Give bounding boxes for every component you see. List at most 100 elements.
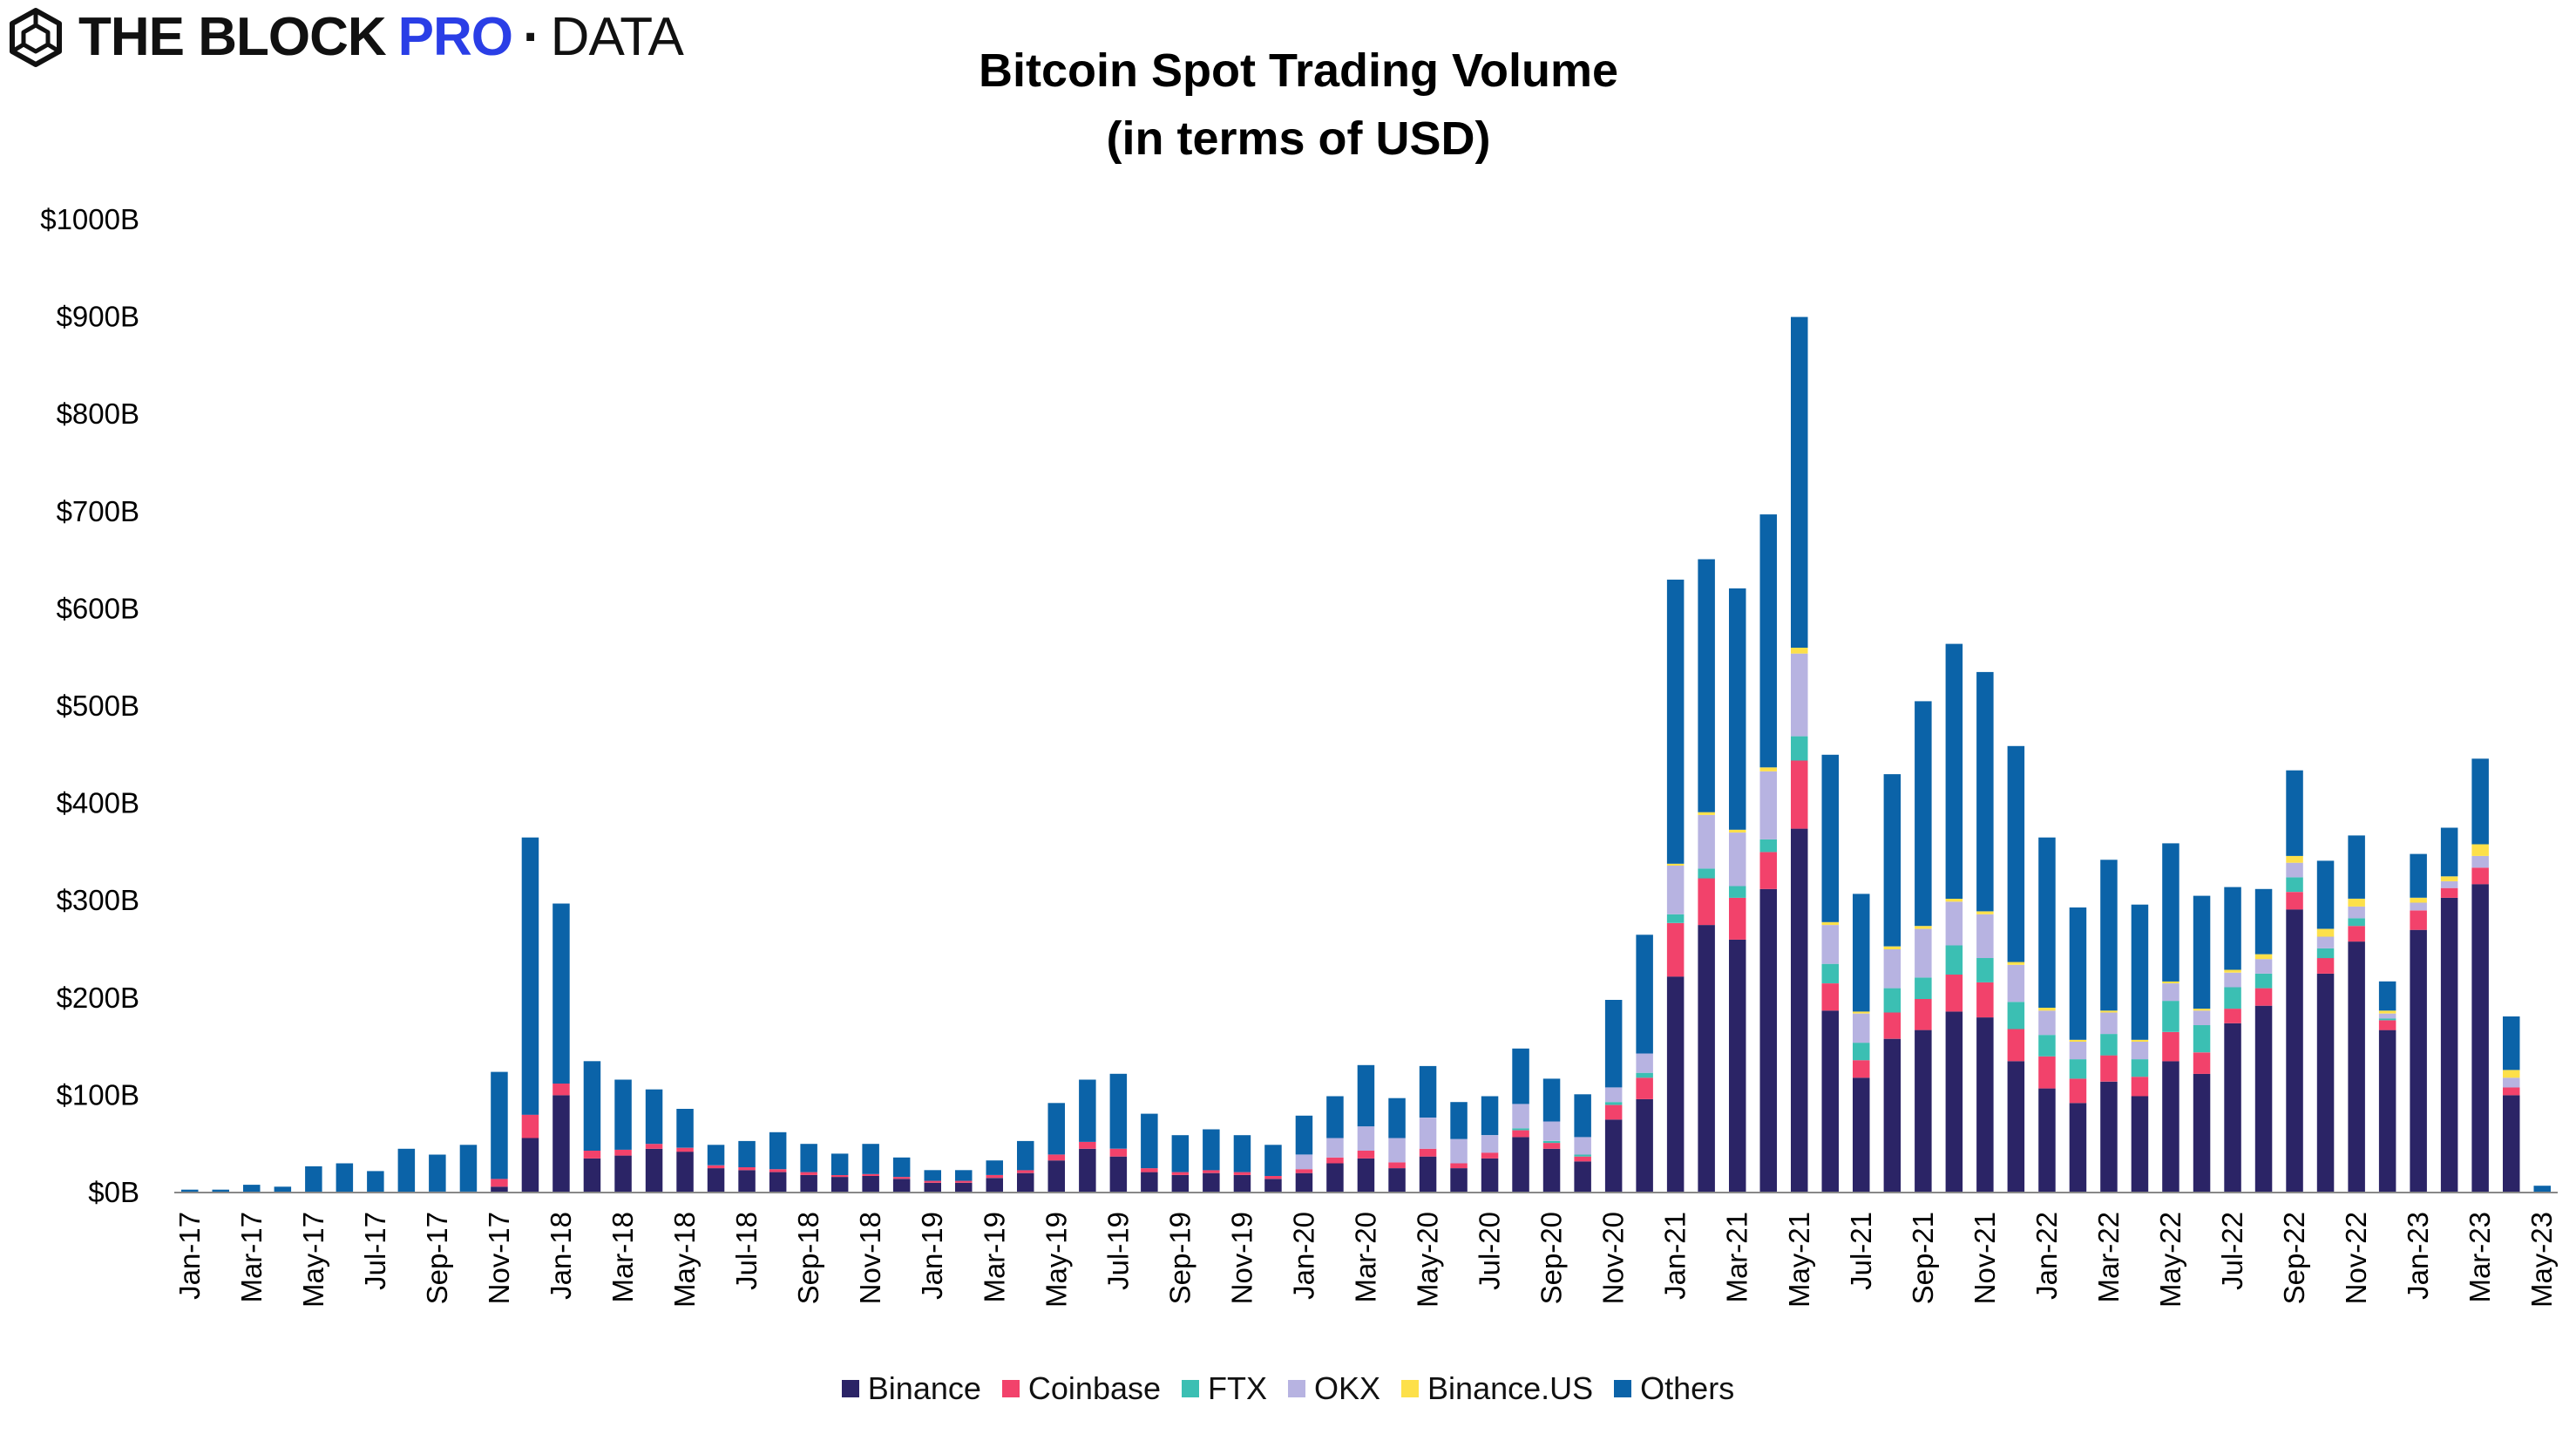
legend-swatch [1182, 1380, 1200, 1397]
x-tick-label: Jan-17 [173, 1212, 206, 1300]
bar-segment-coinbase-feb-22 [2069, 1078, 2087, 1104]
bar-segment-binance-aug-18 [769, 1172, 787, 1193]
bar-segment-others-jan-19 [924, 1170, 941, 1181]
bar-segment-coinbase-jun-21 [1821, 983, 1839, 1011]
legend-item-binance-us: Binance.US [1401, 1370, 1593, 1407]
bar-segment-others-may-20 [1419, 1065, 1437, 1118]
chart-title-block: Bitcoin Spot Trading Volume (in terms of… [898, 37, 1699, 173]
bar-segment-binance-us-sep-21 [1915, 926, 1932, 929]
legend-label: Binance.US [1427, 1370, 1594, 1406]
bar-segment-binance-sep-19 [1171, 1174, 1190, 1193]
bar-segment-ftx-mar-21 [1729, 886, 1746, 898]
x-tick-label: Mar-22 [2092, 1212, 2125, 1303]
legend-swatch [1614, 1380, 1632, 1397]
legend-item-ftx: FTX [1182, 1370, 1267, 1407]
bar-segment-binance-nov-19 [1233, 1174, 1251, 1193]
x-tick-label: Jan-19 [916, 1212, 948, 1300]
bar-segment-ftx-dec-22 [2378, 1018, 2396, 1021]
x-tick-label: Nov-20 [1597, 1212, 1630, 1304]
bar-segment-others-aug-18 [769, 1132, 787, 1170]
bar-segment-others-jul-21 [1853, 894, 1870, 1012]
brand-data: DATA [550, 7, 684, 67]
bar-segment-okx-nov-22 [2348, 906, 2365, 919]
bar-segment-ftx-jul-21 [1853, 1043, 1870, 1061]
x-axis-ticks: Jan-17 Mar-17 May-17 Jul-17 Sep-17 Nov-17 Jan-… [173, 1212, 2558, 1308]
y-tick-label: $500B [57, 690, 139, 722]
bar-segment-others-may-19 [1047, 1103, 1065, 1155]
bar-segment-binance-jan-20 [1295, 1172, 1313, 1193]
bar-segment-others-apr-22 [2131, 904, 2149, 1040]
legend-item-coinbase: Coinbase [1001, 1370, 1161, 1407]
bar-segment-coinbase-nov-20 [1604, 1104, 1623, 1120]
bar-segment-binance-dec-19 [1264, 1179, 1282, 1193]
bar-segment-binance-jan-23 [2410, 929, 2427, 1193]
bar-segment-coinbase-jan-21 [1666, 922, 1685, 977]
bar-segment-coinbase-may-21 [1791, 760, 1808, 829]
bar-segment-binance-jan-19 [924, 1182, 941, 1193]
bar-segment-coinbase-aug-19 [1141, 1168, 1158, 1172]
bar-segment-others-feb-19 [955, 1170, 973, 1181]
bar-segment-okx-dec-21 [2007, 964, 2025, 1002]
legend-label: OKX [1314, 1370, 1381, 1406]
bar-segment-coinbase-sep-20 [1542, 1143, 1561, 1149]
bar-segment-coinbase-feb-20 [1326, 1157, 1344, 1164]
bar-segment-coinbase-mar-21 [1729, 897, 1746, 940]
bar-segment-binance-apr-19 [1017, 1172, 1034, 1193]
bar-segment-coinbase-oct-21 [1945, 975, 1963, 1012]
x-tick-label: Jan-20 [1288, 1212, 1320, 1300]
bar-segment-okx-may-20 [1419, 1118, 1437, 1149]
bar-segment-coinbase-mar-20 [1357, 1151, 1375, 1159]
bar-segment-okx-jun-20 [1450, 1138, 1468, 1164]
bar-segment-ftx-may-21 [1791, 736, 1808, 761]
x-tick-label: Mar-21 [1721, 1212, 1753, 1303]
bar-segment-binance-aug-19 [1141, 1172, 1158, 1193]
bar-segment-okx-jul-21 [1853, 1013, 1870, 1043]
bars-group [181, 316, 2551, 1193]
bar-segment-coinbase-feb-19 [955, 1180, 973, 1183]
y-tick-label: $200B [57, 982, 139, 1014]
x-tick-label: Nov-19 [1225, 1212, 1257, 1304]
bar-segment-binance-sep-21 [1915, 1030, 1932, 1193]
bar-segment-binance-apr-22 [2131, 1096, 2149, 1193]
bar-segment-binance-us-dec-22 [2378, 1010, 2396, 1014]
bar-segment-binance-may-20 [1419, 1156, 1437, 1193]
bar-segment-binance-jul-18 [738, 1170, 756, 1193]
legend-swatch [1401, 1380, 1420, 1397]
bar-segment-okx-jan-22 [2038, 1010, 2056, 1036]
x-tick-label: Nov-18 [854, 1212, 886, 1304]
bar-segment-others-mar-19 [986, 1160, 1003, 1175]
bar-segment-others-jan-18 [552, 903, 570, 1084]
bar-segment-ftx-nov-21 [1976, 958, 1994, 982]
bar-segment-others-jun-19 [1079, 1079, 1096, 1142]
x-tick-label: May-20 [1412, 1212, 1444, 1308]
x-tick-label: Jul-20 [1474, 1212, 1506, 1290]
bar-segment-coinbase-aug-21 [1883, 1012, 1901, 1039]
bar-segment-coinbase-feb-23 [2440, 887, 2458, 898]
x-tick-label: Jul-21 [1845, 1212, 1877, 1290]
bar-segment-ftx-may-22 [2162, 1001, 2179, 1032]
bar-segment-coinbase-apr-22 [2131, 1077, 2149, 1097]
brand-pro: PRO [397, 7, 513, 67]
bar-segment-coinbase-apr-23 [2503, 1087, 2520, 1096]
bar-segment-coinbase-nov-18 [862, 1173, 879, 1176]
x-tick-label: Mar-18 [607, 1212, 639, 1303]
bar-segment-ftx-apr-22 [2131, 1059, 2149, 1077]
bar-segment-ftx-sep-21 [1915, 977, 1932, 999]
x-tick-label: Sep-20 [1535, 1212, 1568, 1304]
bar-segment-okx-apr-23 [2503, 1077, 2520, 1088]
legend-item-binance: Binance [841, 1370, 981, 1407]
bar-segment-binance-jan-22 [2038, 1088, 2056, 1193]
bar-segment-others-jul-20 [1481, 1096, 1499, 1136]
bar-segment-coinbase-apr-19 [1017, 1170, 1034, 1173]
bar-segment-others-jan-23 [2410, 853, 2427, 898]
bar-segment-others-dec-20 [1636, 934, 1653, 1054]
bar-segment-okx-jun-22 [2193, 1010, 2211, 1025]
bar-segment-others-sep-20 [1542, 1078, 1561, 1122]
bar-segment-coinbase-jul-19 [1109, 1148, 1128, 1157]
bar-segment-binance-us-oct-22 [2316, 928, 2335, 937]
legend-label: Binance [867, 1370, 981, 1406]
bar-segment-binance-us-may-22 [2162, 981, 2179, 983]
brand-separator: · [523, 7, 541, 67]
bar-segment-coinbase-jul-20 [1481, 1152, 1499, 1159]
bar-segment-binance-oct-22 [2316, 973, 2335, 1193]
